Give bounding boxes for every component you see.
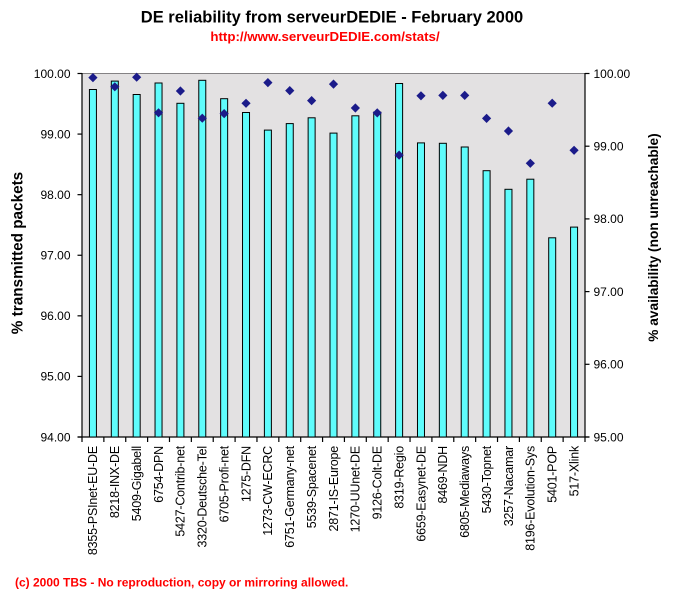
svg-text:6754-DPN: 6754-DPN [152, 446, 166, 503]
svg-text:1275-DFN: 1275-DFN [239, 446, 253, 502]
svg-text:100.00: 100.00 [594, 67, 631, 81]
svg-text:95.00: 95.00 [594, 430, 624, 444]
svg-text:5430-Topnet: 5430-Topnet [480, 445, 494, 513]
svg-text:99.00: 99.00 [594, 140, 624, 154]
svg-text:1270-UUnet-DE: 1270-UUnet-DE [349, 446, 363, 532]
svg-text:6751-Germany-net: 6751-Germany-net [283, 445, 297, 547]
svg-text:5401-POP: 5401-POP [546, 446, 560, 503]
svg-text:98.00: 98.00 [594, 212, 624, 226]
svg-text:(c) 2000 TBS - No reproduction: (c) 2000 TBS - No reproduction, copy or … [15, 576, 348, 590]
svg-text:5427-Contrib-net: 5427-Contrib-net [174, 445, 188, 536]
svg-text:8319-Regio: 8319-Regio [392, 446, 406, 509]
svg-text:97.00: 97.00 [594, 285, 624, 299]
svg-text:517-Xlink: 517-Xlink [567, 445, 581, 496]
svg-text:8218-INX-DE: 8218-INX-DE [108, 446, 122, 518]
svg-text:8469-NDH: 8469-NDH [436, 446, 450, 504]
svg-text:96.00: 96.00 [40, 309, 70, 323]
svg-text:3257-Nacamar: 3257-Nacamar [502, 446, 516, 526]
svg-text:% transmitted packets: % transmitted packets [10, 172, 27, 334]
svg-text:99.00: 99.00 [40, 127, 70, 141]
svg-text:% availability (non unreachabl: % availability (non unreachable) [646, 133, 661, 341]
svg-text:96.00: 96.00 [594, 358, 624, 372]
svg-text:5539-Spacenet: 5539-Spacenet [305, 445, 319, 528]
svg-text:5409-Gigabell: 5409-Gigabell [130, 446, 144, 521]
svg-text:94.00: 94.00 [40, 430, 70, 444]
svg-text:3320-Deutsche-Tel: 3320-Deutsche-Tel [196, 446, 210, 548]
svg-text:6659-Easynet-DE: 6659-Easynet-DE [414, 446, 428, 542]
svg-text:6805-Mediaways: 6805-Mediaways [458, 446, 472, 538]
svg-text:http://www.serveurDEDIE.com/st: http://www.serveurDEDIE.com/stats/ [210, 29, 440, 44]
svg-text:DE reliability from serveurDED: DE reliability from serveurDEDIE - Febru… [141, 9, 523, 27]
svg-text:8355-PSInet-EU-DE: 8355-PSInet-EU-DE [86, 446, 100, 555]
svg-text:2871-IS-Europe: 2871-IS-Europe [327, 446, 341, 532]
svg-text:1273-CW-ECRC: 1273-CW-ECRC [261, 446, 275, 536]
svg-text:97.00: 97.00 [40, 249, 70, 263]
svg-text:98.00: 98.00 [40, 188, 70, 202]
svg-text:100.00: 100.00 [34, 67, 71, 81]
svg-text:9126-Colt-DE: 9126-Colt-DE [371, 446, 385, 519]
svg-text:8196-Evolution-Sys: 8196-Evolution-Sys [524, 446, 538, 551]
svg-text:6705-Profi-net: 6705-Profi-net [217, 445, 231, 522]
svg-text:95.00: 95.00 [40, 370, 70, 384]
